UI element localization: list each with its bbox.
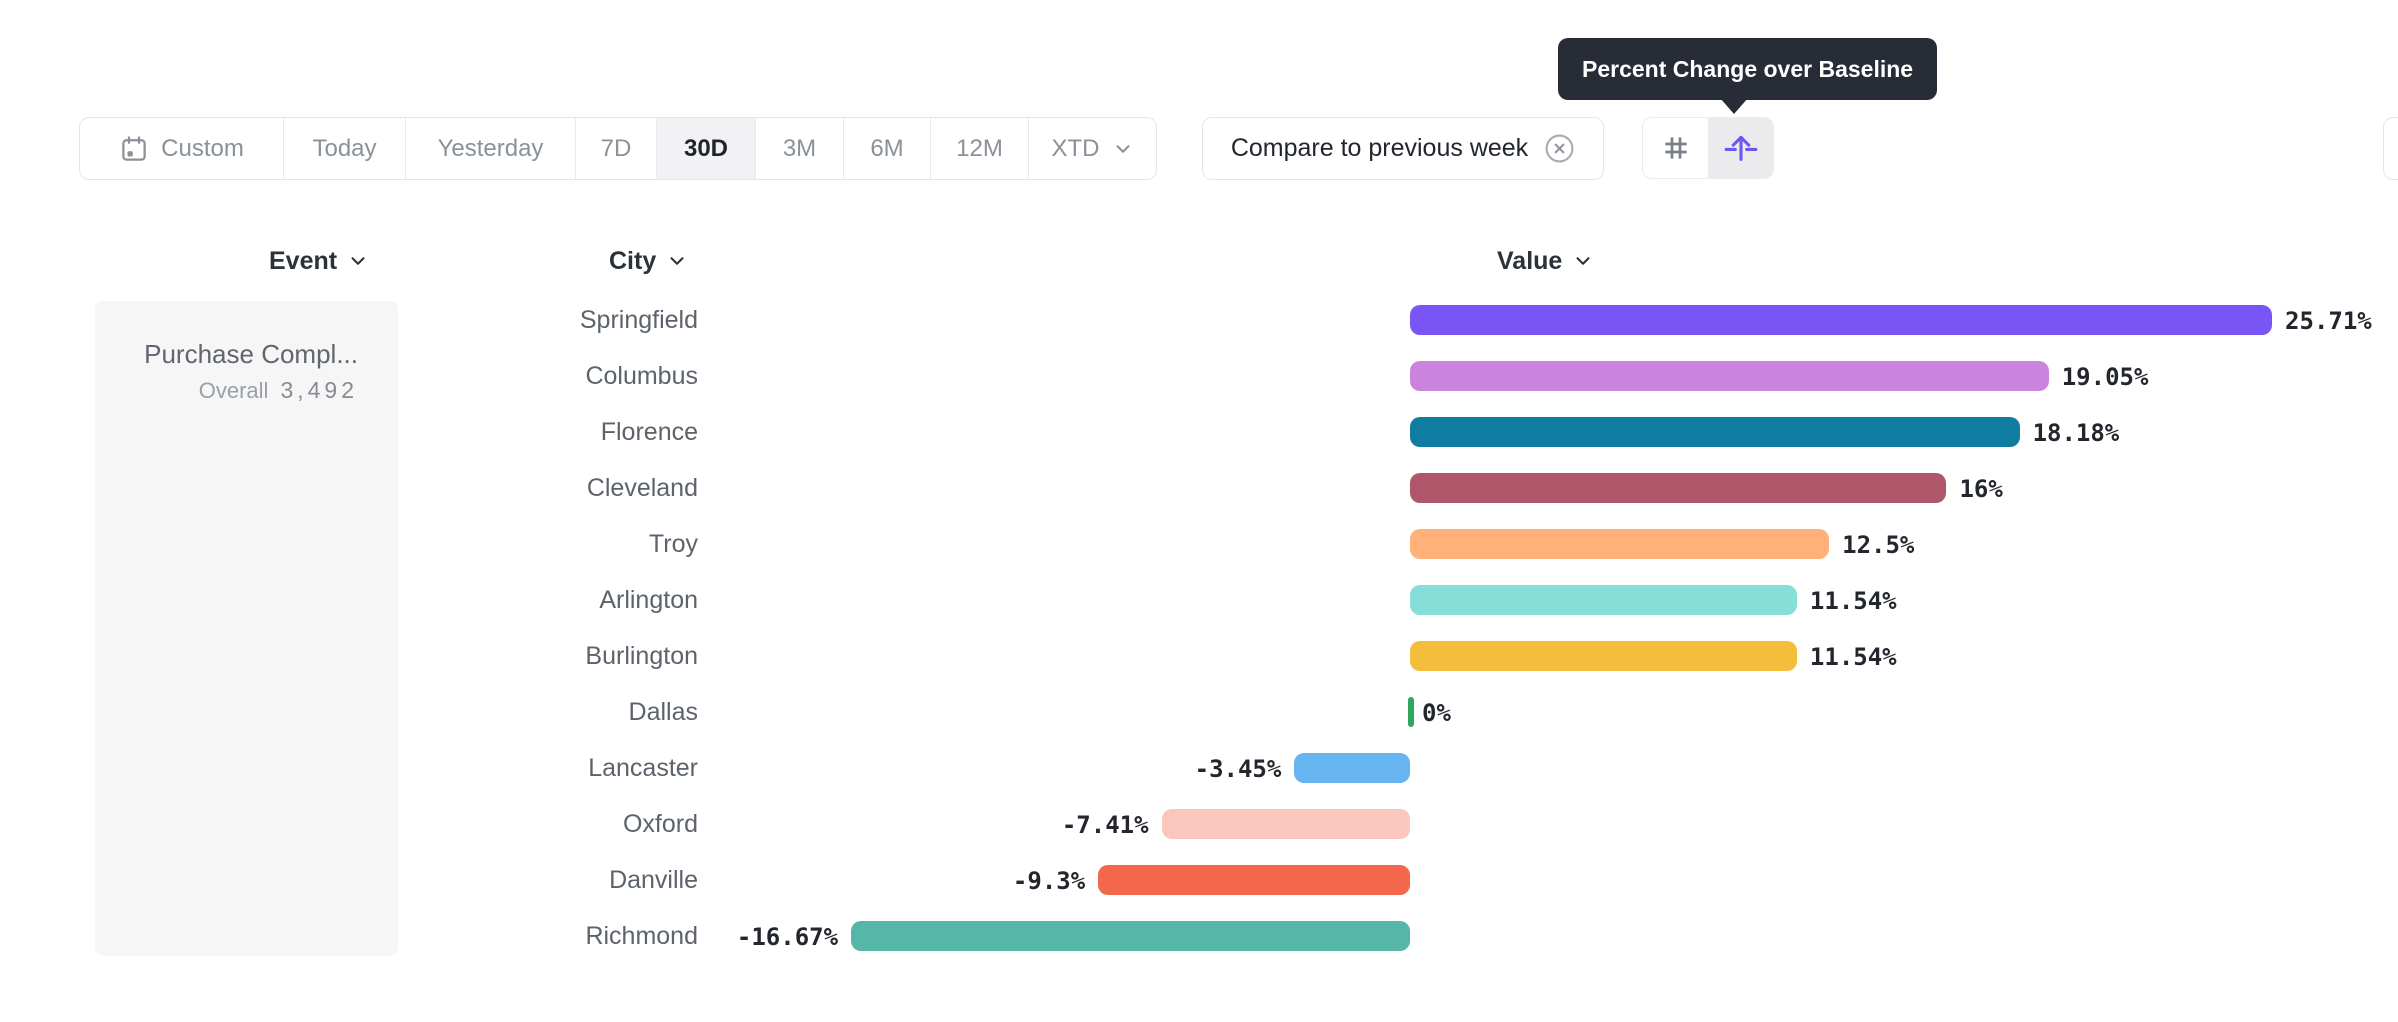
bar-florence[interactable] [1410,417,2020,447]
date-range-label: 3M [782,134,817,162]
tooltip-percent-change: Percent Change over Baseline [1558,38,1938,100]
column-header-value-label: Value [1497,246,1563,275]
bar-value-label: -7.41% [1061,811,1149,839]
chevron-down-icon [1576,257,1590,265]
bar-cleveland[interactable] [1410,473,1947,503]
event-overall-row: Overall 3,492 [144,375,358,409]
date-range-custom[interactable]: Custom [80,118,283,179]
bar-value-label: -9.3% [1012,867,1086,895]
column-header-event-label: Event [269,246,338,275]
date-range-label: Yesterday [437,134,544,162]
city-label-troy: Troy [648,530,698,558]
bar-value-label: 25.71% [2285,307,2372,335]
city-label-columbus: Columbus [585,362,698,390]
zero-tick[interactable] [1408,697,1414,727]
calendar-icon [122,135,146,161]
date-range-label: 12M [956,134,1003,162]
bar-value-label: 12.5% [1842,531,1915,559]
bar-oxford[interactable] [1161,809,1410,839]
bar-richmond[interactable] [851,921,1410,951]
bar-springfield[interactable] [1410,305,2273,335]
date-range-6m[interactable]: 6M [843,118,930,179]
bar-troy[interactable] [1410,529,1830,559]
date-range-label: XTD [1051,134,1100,162]
city-label-florence: Florence [600,418,698,446]
chevron-down-icon [670,257,684,265]
tooltip-caret [1720,98,1748,114]
bar-columbus[interactable] [1410,361,2049,391]
column-header-value[interactable]: Value [1497,245,1594,277]
date-range-7d[interactable]: 7D [575,118,656,179]
date-range-label: Custom [161,134,244,162]
date-range-today[interactable]: Today [283,118,405,179]
close-circle-icon[interactable] [1544,133,1575,164]
city-label-cleveland: Cleveland [586,474,698,502]
overall-label: Overall [198,378,269,403]
compare-chip[interactable]: Compare to previous week [1202,117,1604,180]
city-label-burlington: Burlington [585,642,698,670]
grid-hash-icon [1664,137,1687,159]
date-range-xtd[interactable]: XTD [1028,118,1156,179]
city-label-arlington: Arlington [599,586,698,614]
bar-value-label: 0% [1422,699,1451,727]
date-range-label: Today [312,134,377,162]
cutoff-button[interactable] [2383,117,2398,180]
overall-value: 3,492 [280,377,358,403]
chevron-down-icon [351,257,365,265]
date-range-label: 7D [600,134,632,162]
city-label-richmond: Richmond [585,922,698,950]
bar-burlington[interactable] [1410,641,1797,671]
bar-value-label: 19.05% [2061,363,2149,391]
city-label-danville: Danville [609,866,698,894]
date-range-label: 6M [870,134,904,162]
city-label-springfield: Springfield [579,306,698,334]
bar-value-label: -3.45% [1194,755,1282,783]
column-header-event[interactable]: Event [269,245,369,277]
date-range-label: 30D [683,134,729,162]
date-range-12m[interactable]: 12M [930,118,1028,179]
date-range-group: Custom Today Yesterday 7D 30D 3M 6M 12M XTD [79,117,1157,180]
event-panel-content: Purchase Compl... Overall 3,492 [144,337,358,409]
date-range-yesterday[interactable]: Yesterday [405,118,575,179]
bar-value-label: 11.54% [1809,587,1897,615]
bar-danville[interactable] [1098,865,1410,895]
toggle-grid-view[interactable] [1643,118,1708,178]
city-label-lancaster: Lancaster [588,754,698,782]
bar-value-label: 11.54% [1809,643,1897,671]
event-title: Purchase Compl... [144,339,358,369]
bar-arlington[interactable] [1410,585,1797,615]
city-label-oxford: Oxford [622,810,698,838]
bar-value-label: 18.18% [2032,419,2120,447]
toggle-percent-change-over-baseline[interactable] [1708,118,1773,178]
city-label-dallas: Dallas [628,698,698,726]
view-toggle-group [1642,117,1774,179]
percent-change-baseline-icon [1724,135,1757,161]
event-panel[interactable]: Purchase Compl... Overall 3,492 [95,301,398,956]
compare-chip-label: Compare to previous week [1230,134,1529,162]
date-range-3m[interactable]: 3M [755,118,843,179]
bar-value-label: 16% [1959,475,2003,503]
chevron-down-icon [1115,144,1130,153]
column-header-city-label: City [609,246,657,275]
column-header-city[interactable]: City [609,245,688,277]
bar-value-label: -16.67% [736,923,839,951]
bar-lancaster[interactable] [1294,753,1410,783]
date-range-30d[interactable]: 30D [656,118,755,179]
